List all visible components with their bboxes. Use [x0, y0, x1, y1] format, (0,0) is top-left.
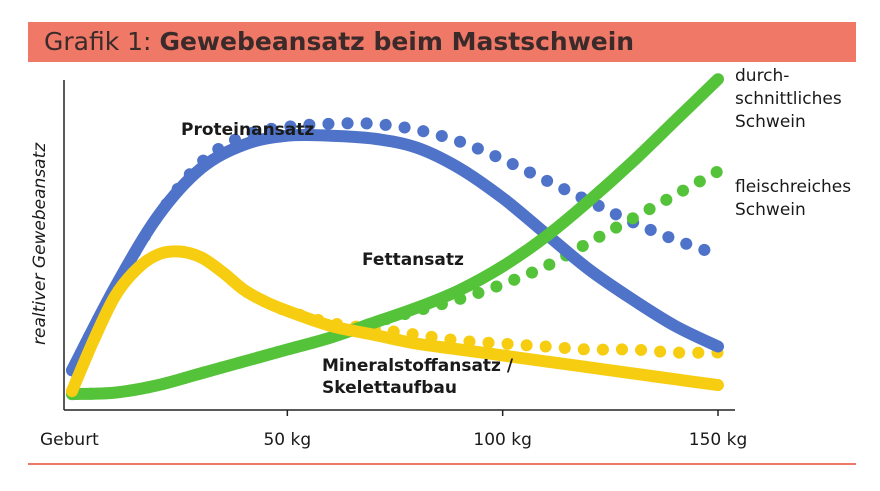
chart-title: Grafik 1: Gewebeansatz beim Mastschwein	[44, 27, 634, 56]
series-line-protein_lean	[66, 117, 724, 377]
average-pig-label-line3: Schwein	[735, 112, 806, 132]
lean-pig-label-line1: fleischreiches	[735, 177, 851, 197]
protein-curve-label: Proteinansatz	[181, 120, 314, 140]
lean-pig-label-line2: Schwein	[735, 200, 806, 220]
mineral-curve-label-line1: Mineralstoffansatz /	[322, 356, 514, 376]
chart-title-prefix: Grafik 1:	[44, 27, 152, 56]
series-line-fat_avg	[66, 73, 724, 401]
fat-curve-label: Fettansatz	[362, 250, 464, 270]
x-tick-label-3: 150 kg	[689, 430, 748, 450]
x-tick-group: Geburt 50 kg 100 kg 150 kg	[40, 410, 747, 450]
series-line-mineral_avg	[66, 245, 724, 398]
bottom-rule	[28, 463, 856, 465]
mineral-curve-label-line2: Skelettaufbau	[322, 378, 457, 398]
x-tick-label-1: 50 kg	[263, 430, 311, 450]
series-line-protein_avg	[66, 128, 724, 377]
chart-title-main: Gewebeansatz beim Mastschwein	[159, 27, 635, 56]
curves-layer	[66, 73, 724, 401]
y-axis-label: realtiver Gewebeansatz	[30, 142, 50, 345]
header-bar: Grafik 1: Gewebeansatz beim Mastschwein	[28, 22, 856, 62]
x-tick-label-0: Geburt	[40, 430, 99, 450]
average-pig-label-line1: durch-	[735, 66, 789, 86]
average-pig-label-line2: schnittliches	[735, 89, 842, 109]
x-tick-label-2: 100 kg	[473, 430, 532, 450]
